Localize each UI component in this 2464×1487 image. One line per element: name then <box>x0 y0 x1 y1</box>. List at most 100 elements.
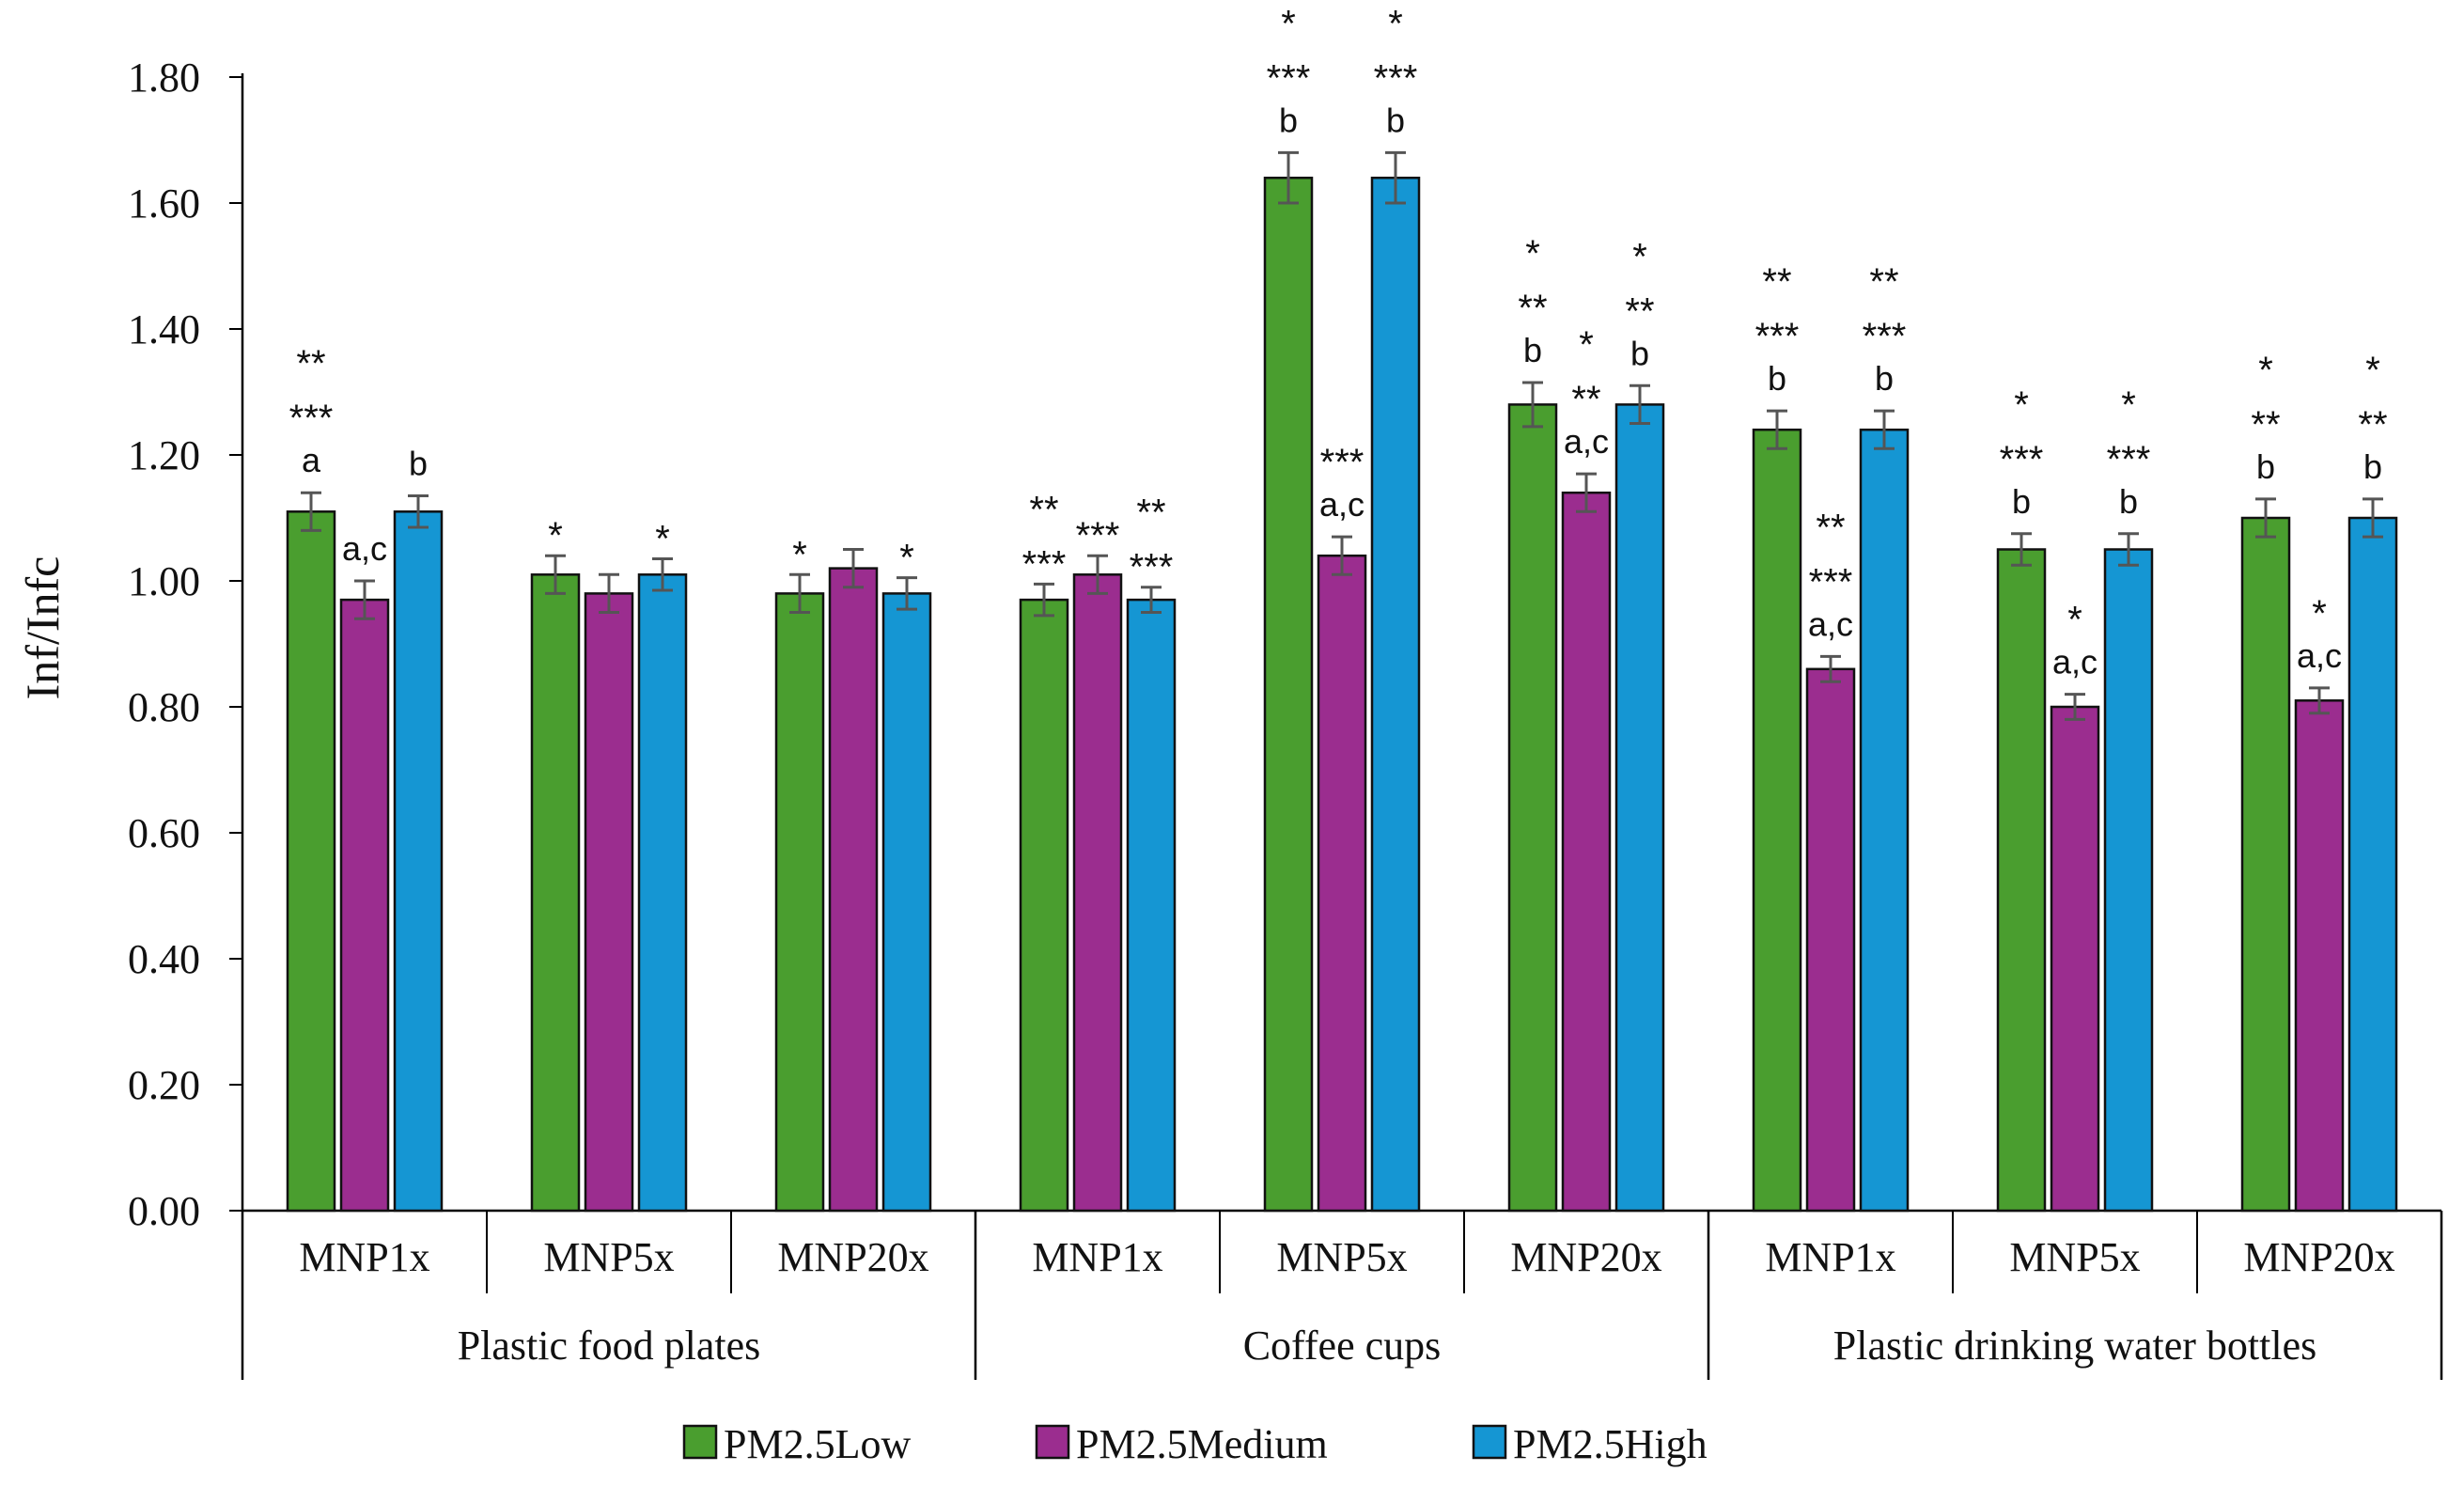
significance-label: b <box>1630 334 1649 372</box>
legend-swatch <box>682 1424 718 1460</box>
bar <box>1859 428 1910 1213</box>
category-label: MNP1x <box>1032 1234 1162 1280</box>
significance-label: ** <box>296 343 325 384</box>
significance-label: * <box>2258 350 2273 391</box>
legend-label: PM2.5Low <box>724 1421 911 1467</box>
category-label: MNP20x <box>2243 1234 2394 1280</box>
bar <box>2050 705 2100 1213</box>
group-label: Plastic drinking water bottles <box>1833 1323 2316 1369</box>
significance-label: *** <box>2107 439 2151 480</box>
y-tick-label: 0.40 <box>128 936 200 982</box>
significance-label: * <box>899 538 914 579</box>
significance-label: b <box>2119 482 2138 521</box>
significance-label: *** <box>1320 442 1365 483</box>
significance-label: b <box>1875 359 1894 398</box>
significance-label: a,c <box>342 529 387 568</box>
y-tick-label: 0.00 <box>128 1188 200 1234</box>
bar <box>1126 598 1177 1213</box>
bar <box>1805 667 1856 1213</box>
significance-label: b <box>1279 101 1298 139</box>
bar <box>1752 428 1802 1213</box>
bar <box>1614 403 1665 1213</box>
significance-label: b <box>2363 447 2382 486</box>
significance-label: b <box>1386 101 1405 139</box>
significance-label: * <box>1632 236 1647 277</box>
significance-label: * <box>2014 384 2029 426</box>
significance-label: ** <box>1518 288 1547 329</box>
bar <box>881 592 932 1213</box>
category-label: MNP5x <box>2009 1234 2140 1280</box>
bar <box>1263 176 1314 1213</box>
bar <box>339 598 390 1213</box>
y-tick-label: 1.40 <box>128 306 200 352</box>
y-tick-label: 1.60 <box>128 180 200 227</box>
bar <box>584 592 634 1213</box>
significance-label: b <box>2256 447 2275 486</box>
category-label: MNP1x <box>1765 1234 1895 1280</box>
significance-label: ** <box>1029 489 1058 530</box>
significance-label: *** <box>289 398 334 439</box>
significance-label: *** <box>1809 561 1853 603</box>
significance-label: * <box>1579 324 1594 366</box>
bar <box>2294 699 2345 1213</box>
significance-label: a,c <box>2297 636 2342 675</box>
significance-label: b <box>1768 359 1786 398</box>
significance-label: * <box>2121 384 2136 426</box>
significance-label: ** <box>1625 290 1654 332</box>
significance-label: * <box>2067 600 2082 641</box>
category-label: MNP1x <box>299 1234 429 1280</box>
significance-label: b <box>1523 331 1542 369</box>
y-tick-label: 1.00 <box>128 558 200 604</box>
legend-swatch <box>1035 1424 1070 1460</box>
significance-label: *** <box>2000 439 2044 480</box>
significance-label: ** <box>2358 404 2387 446</box>
significance-label: * <box>2312 593 2327 634</box>
legend-swatch <box>1472 1424 1507 1460</box>
legend: PM2.5Low PM2.5Medium PM2.5High <box>682 1421 1708 1467</box>
significance-label: * <box>1525 233 1540 274</box>
significance-label: *** <box>1130 547 1174 588</box>
bar <box>2347 516 2398 1213</box>
significance-label: * <box>792 534 807 575</box>
significance-label: b <box>2012 482 2031 521</box>
legend-label: PM2.5Medium <box>1076 1421 1328 1467</box>
bar <box>1996 548 2047 1213</box>
bar <box>530 573 581 1213</box>
bar <box>774 592 825 1213</box>
bar <box>393 510 444 1213</box>
significance-label: a,c <box>1319 485 1365 524</box>
significance-label: ** <box>1571 379 1600 420</box>
category-label: MNP5x <box>1276 1234 1407 1280</box>
significance-label: a,c <box>1564 422 1609 461</box>
significance-label: *** <box>1374 57 1418 99</box>
bar <box>2103 548 2154 1213</box>
significance-label: * <box>1281 3 1296 44</box>
bar <box>1561 491 1612 1213</box>
category-label: MNP5x <box>543 1234 674 1280</box>
significance-label: * <box>1388 3 1403 44</box>
significance-label: * <box>2365 350 2380 391</box>
bar <box>1507 403 1558 1213</box>
significance-label: *** <box>1267 57 1311 99</box>
y-tick-label: 0.20 <box>128 1062 200 1108</box>
y-tick-label: 0.60 <box>128 810 200 856</box>
significance-label: *** <box>1022 543 1067 585</box>
bar <box>1370 176 1421 1213</box>
significance-label: a,c <box>2052 643 2098 681</box>
bar <box>828 567 879 1213</box>
significance-label: ** <box>1869 261 1898 303</box>
bar <box>1072 573 1123 1213</box>
significance-label: ** <box>1816 507 1845 548</box>
category-label: MNP20x <box>1510 1234 1661 1280</box>
significance-label: * <box>548 515 563 556</box>
significance-label: ** <box>1762 261 1791 303</box>
significance-label: *** <box>1863 316 1907 357</box>
significance-label: *** <box>1755 316 1800 357</box>
legend-label: PM2.5High <box>1513 1421 1708 1467</box>
y-tick-label: 1.80 <box>128 55 200 101</box>
group-label: Plastic food plates <box>458 1323 761 1369</box>
bar <box>2240 516 2291 1213</box>
significance-label: * <box>655 519 670 560</box>
